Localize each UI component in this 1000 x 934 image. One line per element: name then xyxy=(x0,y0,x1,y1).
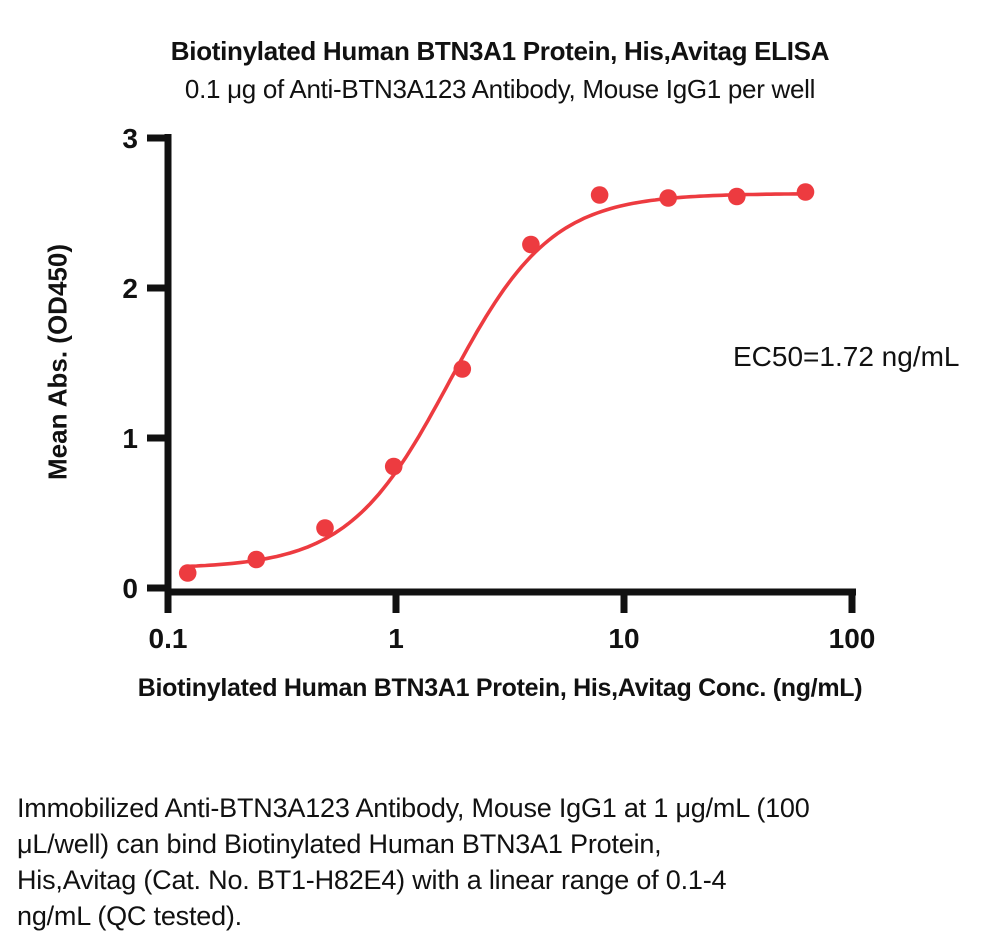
data-point xyxy=(247,550,266,569)
x-tick-label: 0.1 xyxy=(149,623,188,654)
data-point xyxy=(384,457,403,476)
x-tick-label: 10 xyxy=(608,623,639,654)
data-point xyxy=(316,519,334,537)
y-tick-label: 3 xyxy=(122,123,138,154)
fit-curve xyxy=(185,192,813,569)
x-tick-label: 1 xyxy=(388,623,404,654)
chart-subtitle: 0.1 μg of Anti-BTN3A123 Antibody, Mouse … xyxy=(184,74,816,104)
data-point xyxy=(178,564,197,582)
data-point xyxy=(659,189,677,207)
chart-title: Biotinylated Human BTN3A1 Protein, His,A… xyxy=(170,36,830,66)
ec50-annotation: EC50=1.72 ng/mL xyxy=(733,341,960,372)
figure-caption: Immobilized Anti-BTN3A123 Antibody, Mous… xyxy=(17,793,810,931)
data-point xyxy=(453,360,472,378)
x-tick-label: 100 xyxy=(829,623,876,654)
data-point xyxy=(796,183,815,201)
chart-canvas: 0 1 2 3 0.1 1 10 100 xyxy=(122,123,876,654)
y-tick-label: 2 xyxy=(122,273,138,304)
data-point xyxy=(522,235,540,254)
data-point xyxy=(590,186,609,204)
y-tick-label: 1 xyxy=(122,423,138,454)
y-tick-label: 0 xyxy=(122,573,138,604)
data-point xyxy=(728,187,746,206)
x-axis-label: Biotinylated Human BTN3A1 Protein, His,A… xyxy=(137,674,863,702)
